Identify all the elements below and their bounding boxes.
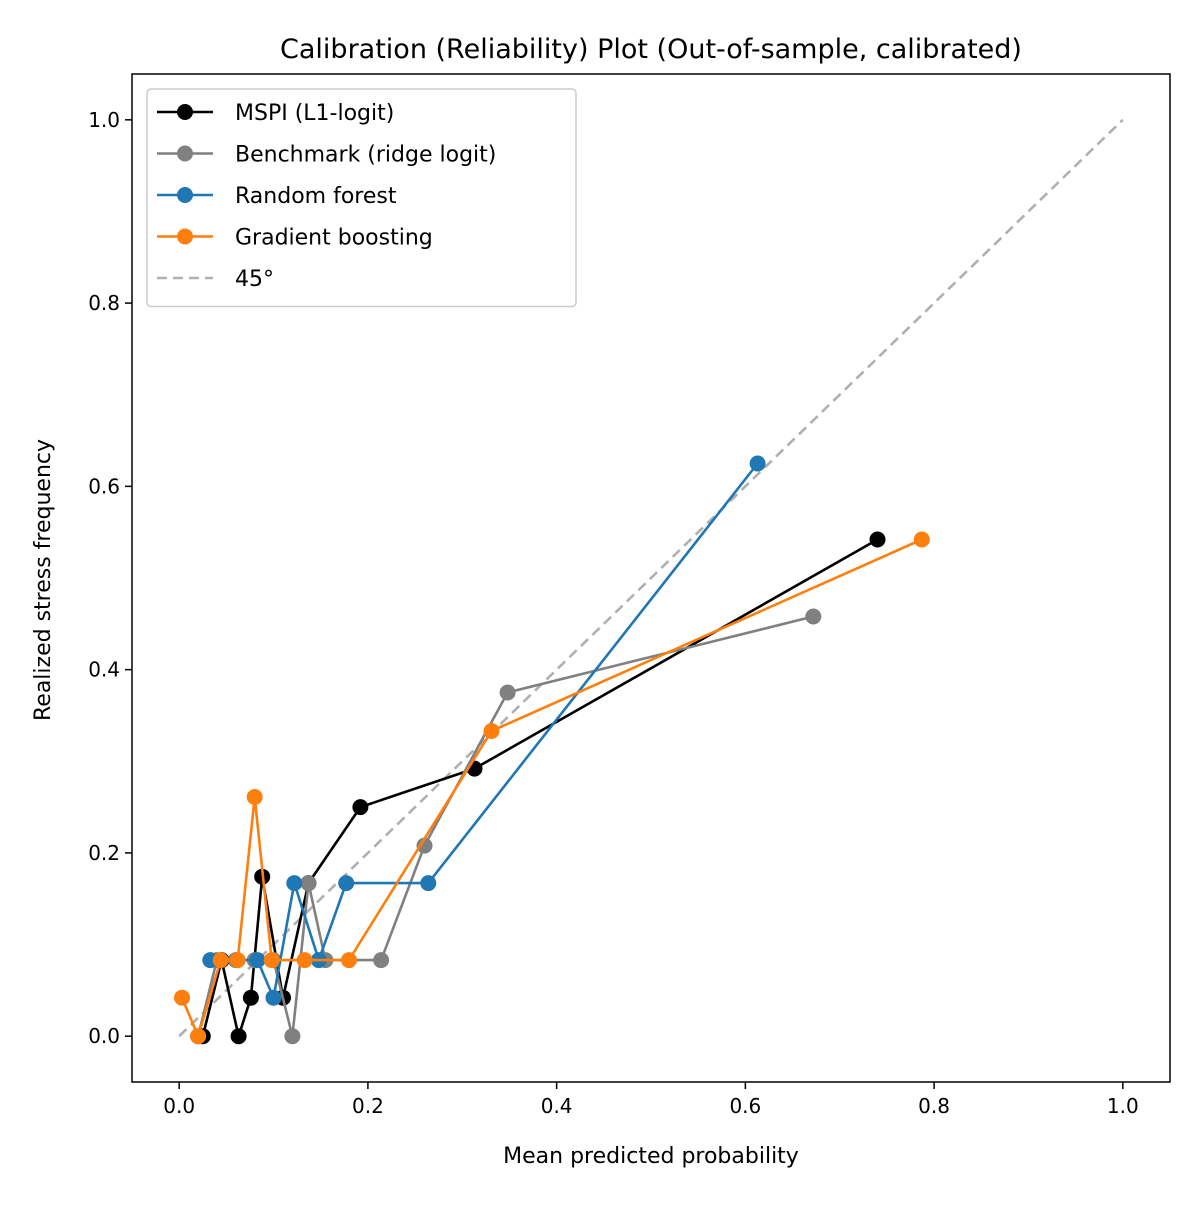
data-point-gradient-boosting <box>212 952 229 969</box>
data-point-gradient-boosting <box>246 789 263 805</box>
data-point-mspi-l1-logit <box>352 799 369 816</box>
legend-item-random-forest: Random forest <box>157 184 397 209</box>
y-tick-label: 1.0 <box>88 108 120 132</box>
y-tick-label: 0.4 <box>88 658 120 682</box>
legend-label: 45° <box>235 267 274 292</box>
legend-label: Gradient boosting <box>235 226 433 251</box>
data-point-gradient-boosting <box>341 952 357 969</box>
x-axis-label: Mean predicted probability <box>503 1144 799 1169</box>
data-point-random-forest <box>338 875 355 892</box>
data-point-mspi-l1-logit <box>242 989 259 1006</box>
legend-label: Random forest <box>235 184 397 209</box>
x-tick-label: 0.6 <box>729 1094 761 1118</box>
data-point-mspi-l1-logit <box>230 1028 247 1045</box>
legend-item-45: 45° <box>157 267 274 292</box>
legend-item-benchmark-ridge-logit: Benchmark (ridge logit) <box>157 143 496 168</box>
data-point-mspi-l1-logit <box>869 531 886 548</box>
series-45 <box>178 118 1124 1038</box>
data-point-gradient-boosting <box>483 723 500 739</box>
x-axis-ticks: 0.0 0.2 0.4 0.6 0.8 1.0 <box>163 1082 1139 1118</box>
x-tick-label: 0.2 <box>352 1094 384 1118</box>
legend-swatch-marker <box>177 187 193 203</box>
chart-title: Calibration (Reliability) Plot (Out-of-s… <box>280 34 1022 65</box>
data-point-benchmark-ridge-logit <box>284 1028 301 1045</box>
legend-item-gradient-boosting: Gradient boosting <box>157 226 433 251</box>
legend-item-mspi-l1-logit: MSPI (L1-logit) <box>157 101 394 126</box>
x-tick-label: 0.0 <box>163 1094 195 1118</box>
y-tick-label: 0.8 <box>88 291 120 315</box>
plot-area <box>174 118 1124 1045</box>
x-tick-label: 0.8 <box>918 1094 950 1118</box>
series-gradient-boosting <box>174 531 930 1045</box>
plot-frame <box>131 73 1171 1083</box>
y-axis-label: Realized stress frequency <box>31 439 56 721</box>
data-point-random-forest <box>286 875 303 892</box>
y-tick-label: 0.0 <box>88 1024 120 1048</box>
legend: MSPI (L1-logit) Benchmark (ridge logit) Ra… <box>146 88 577 308</box>
data-point-random-forest <box>420 875 437 892</box>
data-point-benchmark-ridge-logit <box>416 837 433 854</box>
data-point-gradient-boosting <box>263 952 280 969</box>
legend-swatch-marker <box>177 145 193 162</box>
data-point-random-forest <box>749 455 766 472</box>
data-point-benchmark-ridge-logit <box>300 875 317 892</box>
y-axis-ticks: 0.0 0.2 0.4 0.6 0.8 1.0 <box>88 108 132 1048</box>
legend-box <box>146 88 577 308</box>
data-point-gradient-boosting <box>296 952 313 969</box>
x-tick-label: 1.0 <box>1107 1094 1139 1118</box>
legend-swatch-marker <box>177 228 193 245</box>
data-point-benchmark-ridge-logit <box>805 608 822 625</box>
data-point-benchmark-ridge-logit <box>373 952 390 969</box>
data-point-gradient-boosting <box>174 989 190 1006</box>
legend-label: Benchmark (ridge logit) <box>235 143 496 168</box>
series-line-gradient-boosting <box>180 538 923 1038</box>
data-point-benchmark-ridge-logit <box>499 684 516 701</box>
data-point-gradient-boosting <box>913 531 930 548</box>
y-tick-label: 0.6 <box>88 474 120 498</box>
data-point-gradient-boosting <box>229 952 246 969</box>
data-point-random-forest <box>249 952 266 969</box>
data-point-random-forest <box>265 989 282 1006</box>
x-tick-label: 0.4 <box>541 1094 573 1118</box>
y-tick-label: 0.2 <box>88 841 120 865</box>
legend-swatch-marker <box>177 104 193 120</box>
legend-label: MSPI (L1-logit) <box>235 101 394 126</box>
series-line-mspi-l1-logit <box>201 538 879 1038</box>
data-point-gradient-boosting <box>190 1028 207 1045</box>
series-line-45 <box>178 118 1124 1038</box>
